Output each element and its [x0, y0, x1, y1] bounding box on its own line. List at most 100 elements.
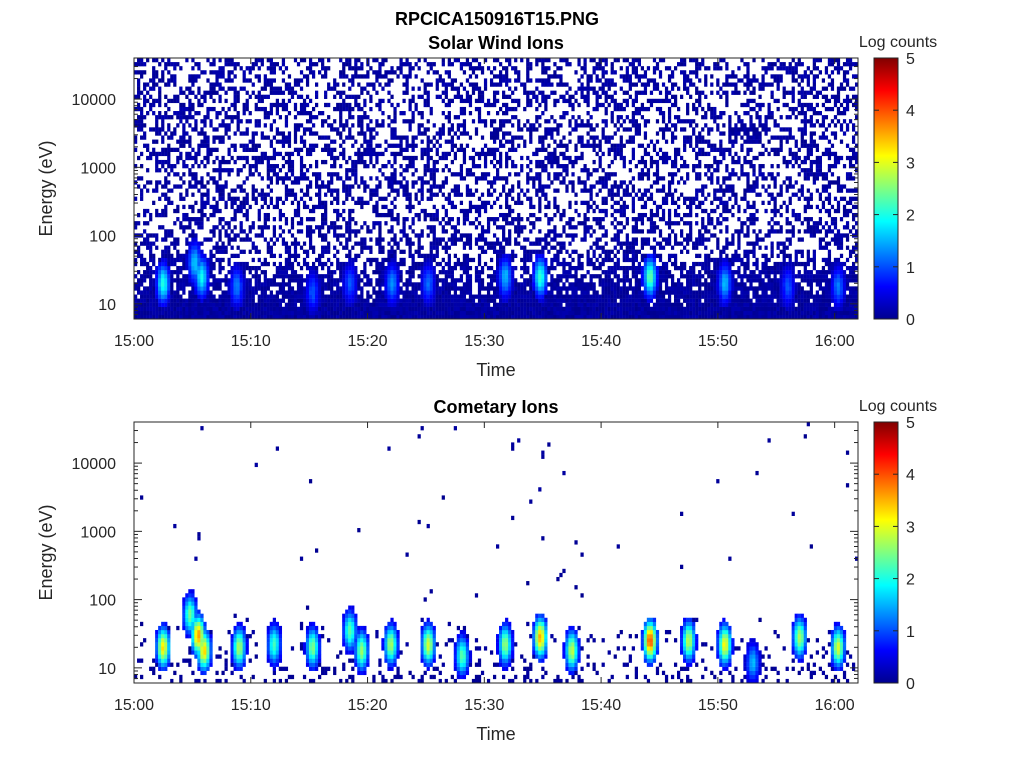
- heatmap-cell: [251, 90, 255, 95]
- heatmap-cell: [396, 102, 400, 108]
- heatmap-cell: [230, 143, 234, 148]
- heatmap-cell: [134, 282, 138, 287]
- heatmap-cell: [369, 192, 373, 197]
- heatmap-cell: [248, 164, 252, 169]
- heatmap-cell: [574, 147, 578, 152]
- heatmap-cell: [459, 147, 464, 152]
- heatmap-cell: [387, 265, 391, 271]
- heatmap-cell: [541, 164, 545, 169]
- heatmap-cell: [254, 159, 258, 165]
- heatmap-cell: [363, 265, 367, 271]
- heatmap-cell: [308, 119, 313, 124]
- heatmap-cell: [553, 70, 557, 75]
- heatmap-cell: [305, 249, 310, 254]
- heatmap-cell: [311, 290, 316, 295]
- heatmap-cell: [327, 172, 331, 177]
- heatmap-cell: [502, 225, 506, 230]
- heatmap-cell: [188, 123, 192, 128]
- heatmap-cell: [429, 294, 433, 299]
- heatmap-cell: [517, 123, 521, 128]
- heatmap-cell: [366, 139, 370, 144]
- heatmap-cell: [218, 188, 222, 193]
- heatmap-cell: [535, 298, 539, 303]
- heatmap-cell: [577, 278, 581, 283]
- heatmap-cell: [164, 147, 168, 152]
- heatmap-cell: [318, 286, 322, 291]
- heatmap-cell: [164, 180, 168, 185]
- heatmap-cell: [245, 143, 249, 148]
- heatmap-cell: [453, 225, 457, 230]
- heatmap-cell: [502, 306, 506, 312]
- heatmap-cell: [523, 294, 527, 299]
- heatmap-cell: [556, 282, 560, 287]
- heatmap-cell: [426, 298, 430, 303]
- heatmap-cell: [263, 314, 267, 320]
- heatmap-cell: [550, 159, 554, 165]
- figure-supertitle: RPCICA150916T15.PNG: [395, 9, 599, 29]
- heatmap-cell: [568, 225, 572, 230]
- heatmap-cell: [218, 94, 222, 99]
- heatmap-cell: [429, 270, 433, 275]
- heatmap-cell: [167, 249, 171, 254]
- heatmap-cell: [191, 106, 195, 112]
- heatmap-cell: [170, 306, 174, 312]
- heatmap-cell: [438, 78, 442, 83]
- heatmap-cell: [284, 274, 289, 279]
- heatmap-cell: [281, 98, 286, 104]
- heatmap-cell: [245, 286, 249, 291]
- heatmap-cell: [224, 310, 228, 316]
- heatmap-cell: [287, 274, 292, 279]
- heatmap-cell: [492, 249, 497, 254]
- heatmap-cell: [287, 139, 292, 144]
- heatmap-cell: [387, 290, 391, 295]
- heatmap-cell: [137, 310, 141, 316]
- heatmap-cell: [390, 151, 394, 157]
- heatmap-cell: [492, 82, 497, 87]
- heatmap-cell: [390, 188, 394, 193]
- heatmap-cell: [251, 257, 255, 263]
- heatmap-cell: [170, 270, 174, 275]
- heatmap-cell: [360, 278, 364, 283]
- heatmap-cell: [200, 286, 204, 291]
- heatmap-cell: [321, 204, 325, 210]
- heatmap-cell: [321, 310, 325, 316]
- heatmap-cell: [568, 94, 572, 99]
- heatmap-cell: [275, 139, 279, 144]
- heatmap-cell: [158, 274, 162, 279]
- heatmap-cell: [206, 135, 210, 140]
- heatmap-cell: [547, 302, 551, 307]
- heatmap-cell: [486, 290, 491, 295]
- heatmap-cell: [480, 135, 485, 140]
- heatmap-cell: [248, 310, 252, 316]
- heatmap-cell: [345, 106, 349, 112]
- heatmap-cell: [263, 274, 267, 279]
- heatmap-cell: [492, 241, 497, 246]
- heatmap-cell: [290, 294, 295, 299]
- heatmap-cell: [405, 188, 409, 193]
- heatmap-cell: [526, 196, 530, 201]
- heatmap-cell: [170, 115, 174, 120]
- heatmap-cell: [254, 233, 258, 238]
- heatmap-cell: [305, 66, 310, 71]
- heatmap-cell: [471, 298, 476, 303]
- heatmap-cell: [438, 188, 442, 193]
- heatmap-cell: [477, 274, 482, 279]
- heatmap-cell: [541, 192, 545, 197]
- heatmap-cell: [339, 111, 343, 116]
- heatmap-cell: [384, 310, 388, 316]
- heatmap-cell: [351, 106, 355, 112]
- heatmap-cell: [541, 302, 545, 307]
- heatmap-cell: [137, 302, 141, 307]
- heatmap-cell: [480, 245, 485, 250]
- heatmap-cell: [420, 94, 424, 99]
- heatmap-cell: [568, 314, 572, 320]
- heatmap-cell: [158, 78, 162, 83]
- heatmap-cell: [396, 245, 400, 250]
- heatmap-cell: [330, 147, 334, 152]
- heatmap-cell: [372, 208, 376, 214]
- heatmap-cell: [333, 172, 337, 177]
- heatmap-cell: [502, 253, 506, 259]
- heatmap-cell: [321, 314, 325, 320]
- heatmap-cell: [230, 286, 234, 291]
- heatmap-cell: [520, 155, 524, 161]
